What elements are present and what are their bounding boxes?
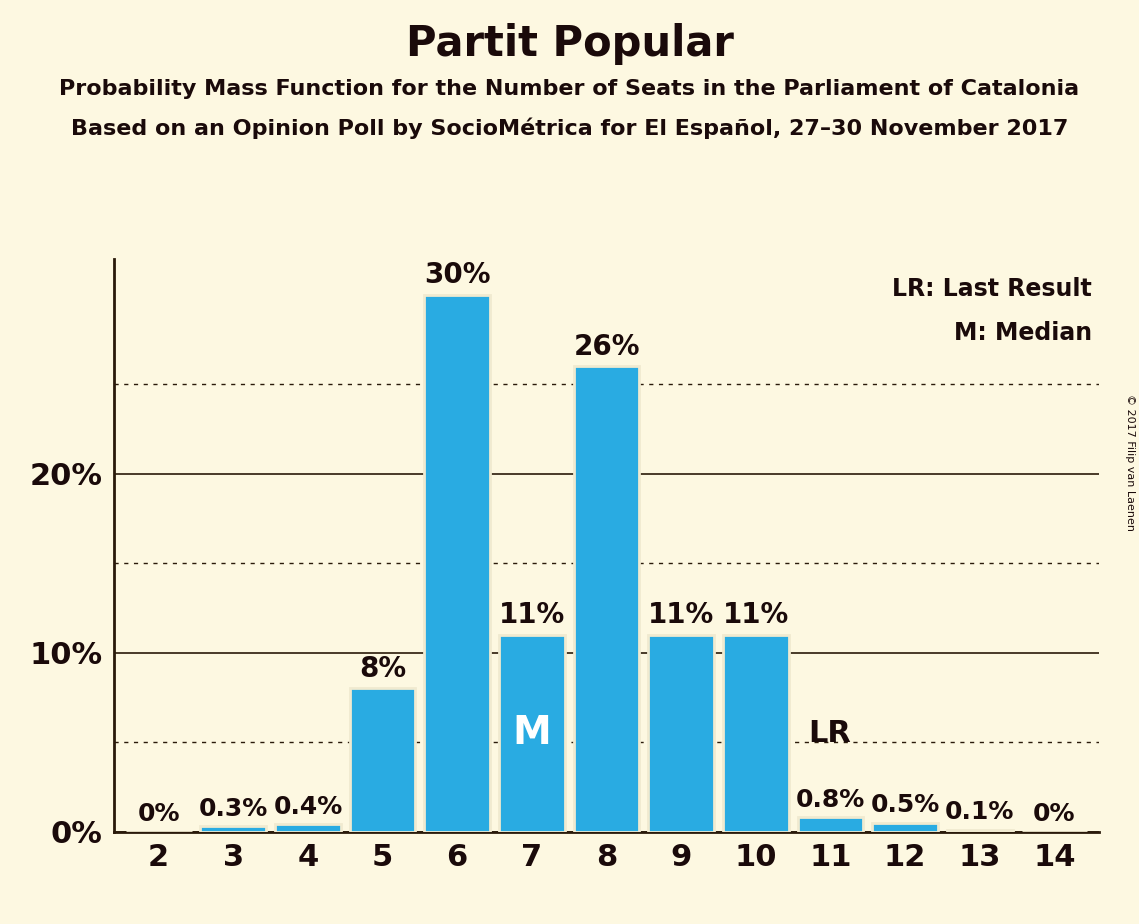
Text: 11%: 11% xyxy=(648,602,714,629)
Text: 11%: 11% xyxy=(722,602,789,629)
Text: 0.8%: 0.8% xyxy=(796,788,865,812)
Text: 0%: 0% xyxy=(1033,802,1075,826)
Text: Based on an Opinion Poll by SocioMétrica for El Español, 27–30 November 2017: Based on an Opinion Poll by SocioMétrica… xyxy=(71,117,1068,139)
Text: 0.5%: 0.5% xyxy=(870,794,940,818)
Text: Partit Popular: Partit Popular xyxy=(405,23,734,65)
Bar xyxy=(276,824,341,832)
Text: 26%: 26% xyxy=(573,333,640,360)
Text: 0.1%: 0.1% xyxy=(945,800,1015,824)
Bar xyxy=(425,295,490,832)
Text: 0%: 0% xyxy=(138,802,180,826)
Text: LR: LR xyxy=(808,719,851,748)
Bar xyxy=(350,688,416,832)
Bar xyxy=(723,635,788,832)
Text: Probability Mass Function for the Number of Seats in the Parliament of Catalonia: Probability Mass Function for the Number… xyxy=(59,79,1080,99)
Bar xyxy=(947,830,1013,832)
Text: © 2017 Filip van Laenen: © 2017 Filip van Laenen xyxy=(1125,394,1134,530)
Bar xyxy=(574,366,639,832)
Text: M: M xyxy=(513,714,551,752)
Text: 0.3%: 0.3% xyxy=(198,796,268,821)
Text: 30%: 30% xyxy=(424,261,491,289)
Text: M: Median: M: Median xyxy=(953,322,1091,346)
Bar xyxy=(797,818,863,832)
Bar xyxy=(200,826,267,832)
Bar xyxy=(499,635,565,832)
Text: 0.4%: 0.4% xyxy=(273,795,343,819)
Text: 11%: 11% xyxy=(499,602,565,629)
Bar xyxy=(872,822,937,832)
Text: LR: Last Result: LR: Last Result xyxy=(892,276,1091,300)
Text: 8%: 8% xyxy=(359,655,407,683)
Bar xyxy=(648,635,714,832)
